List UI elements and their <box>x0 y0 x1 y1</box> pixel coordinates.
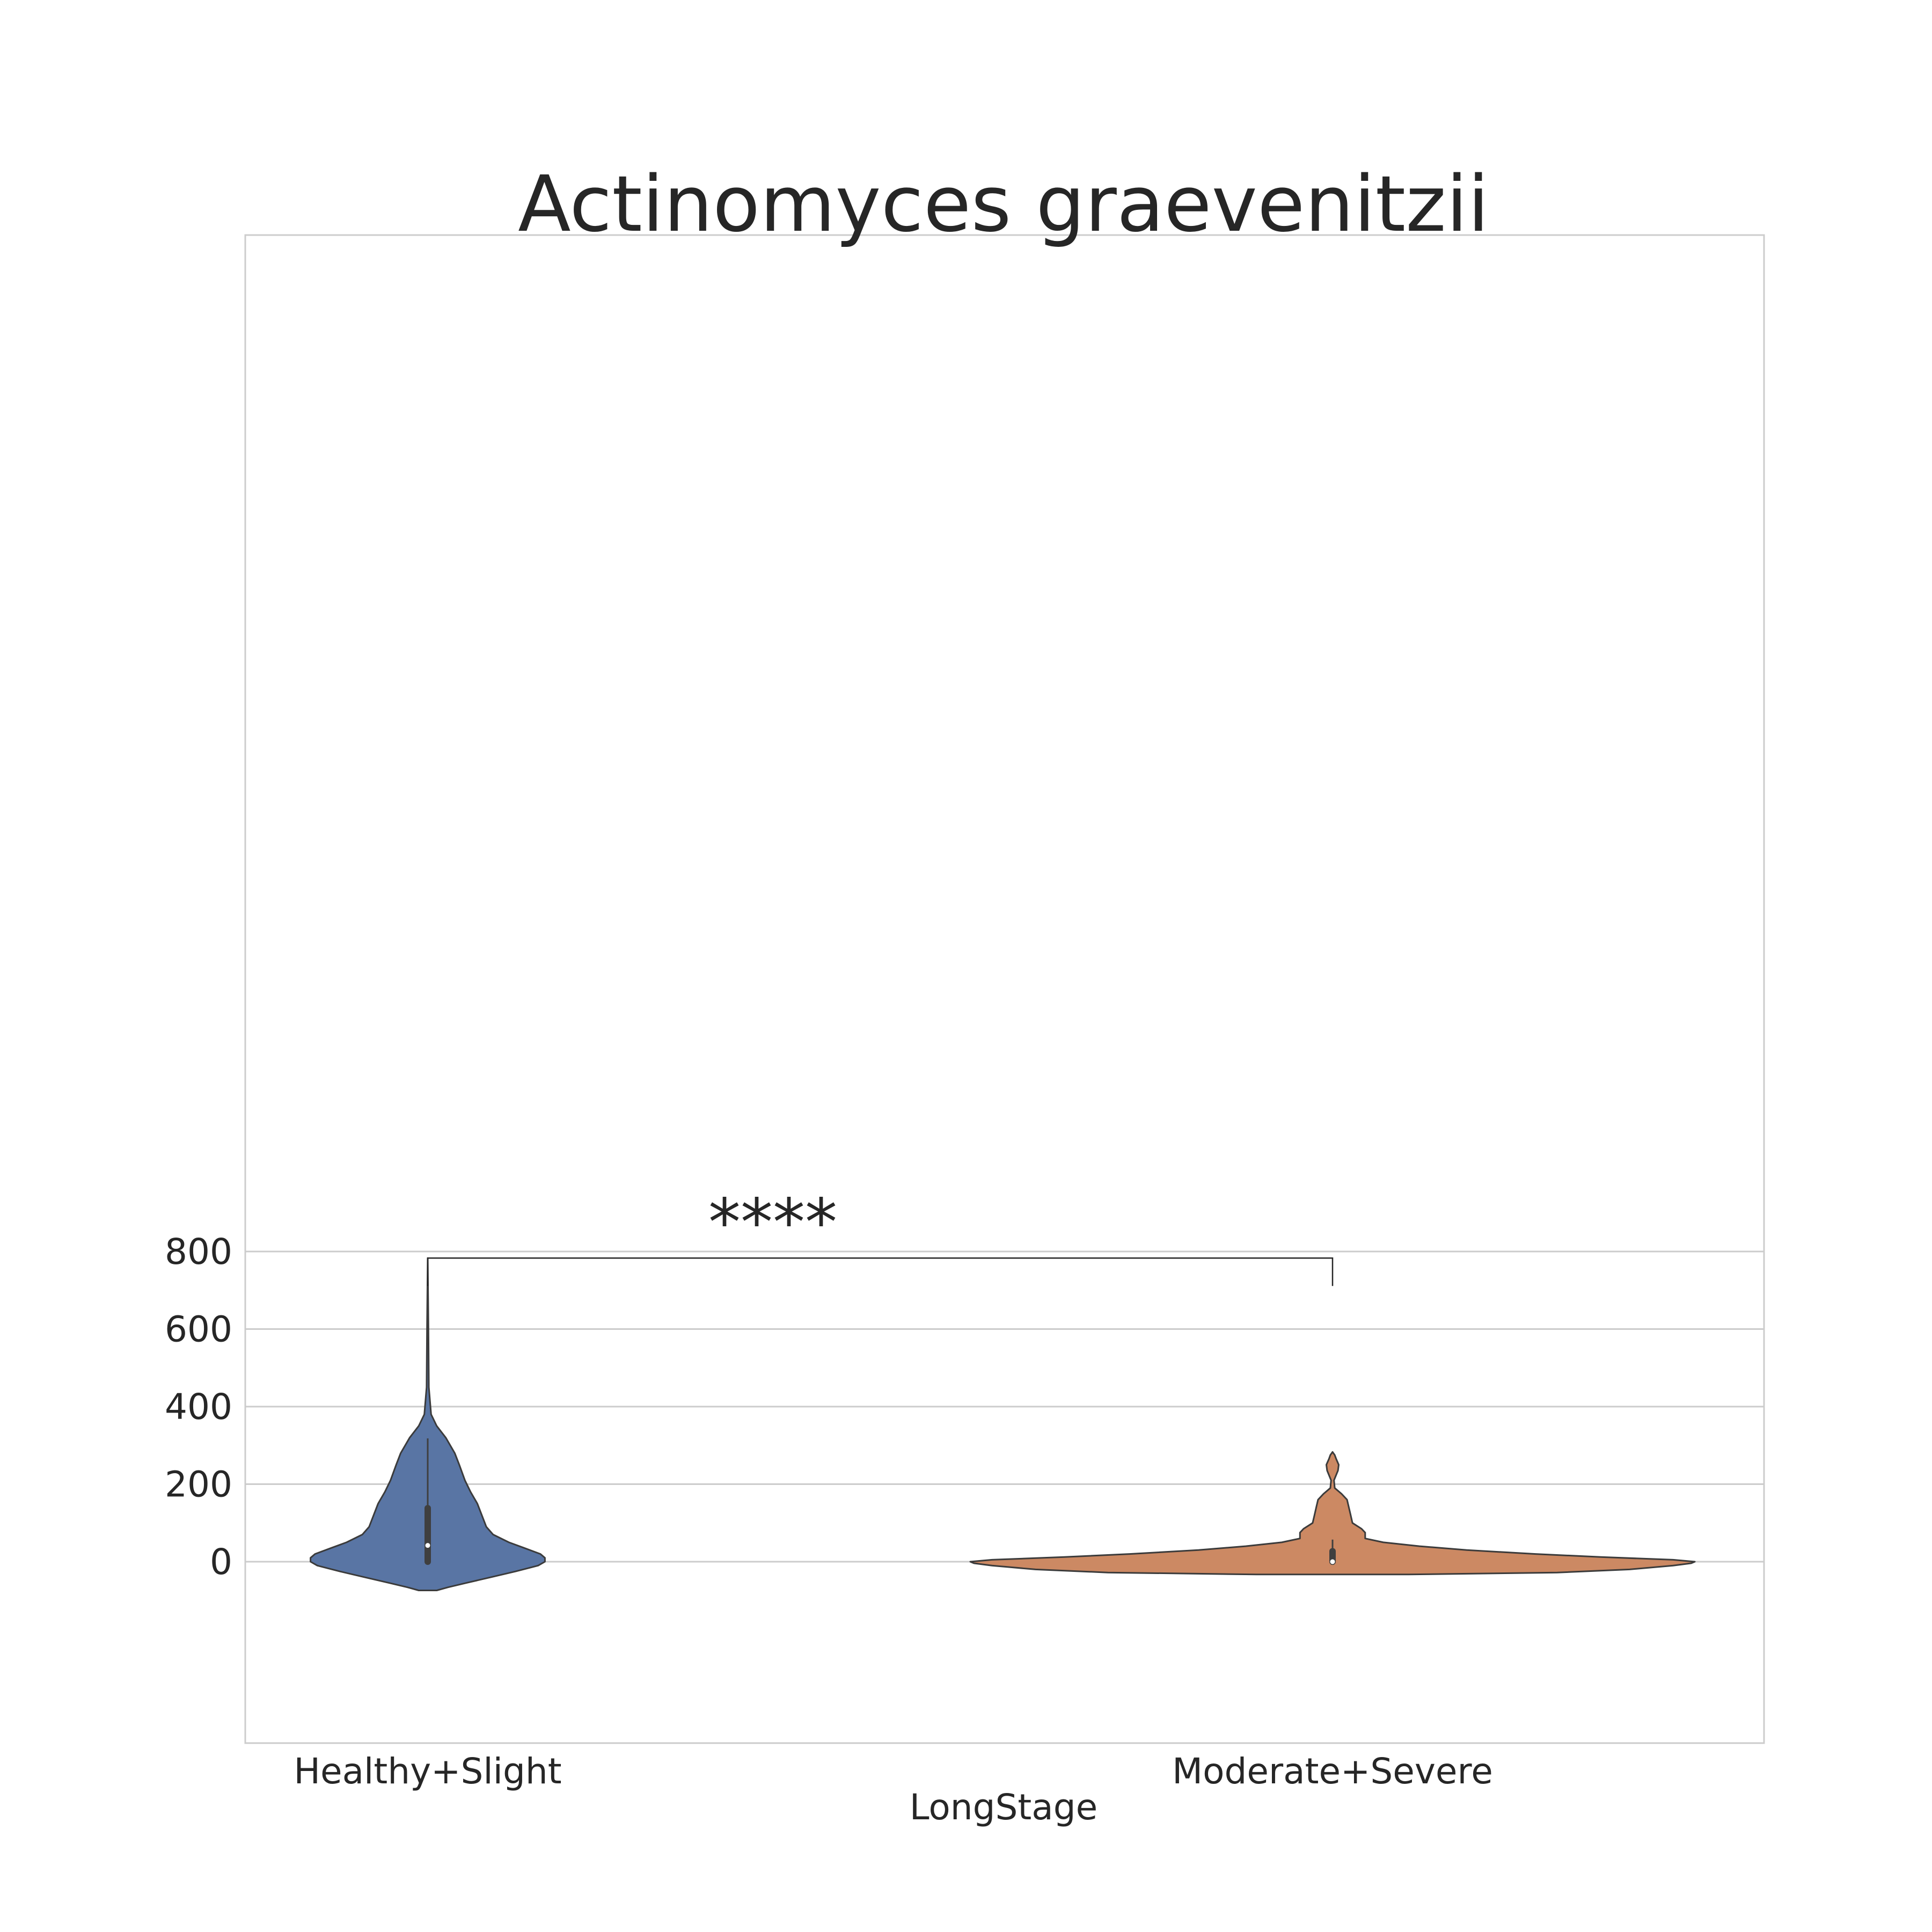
x-tick-label-1: Moderate+Severe <box>1172 1751 1493 1792</box>
significance-bracket <box>427 1257 1334 1286</box>
y-tick-label-400: 400 <box>165 1386 232 1428</box>
violin-layer <box>310 1257 1696 1591</box>
median-marker-0 <box>425 1543 430 1548</box>
y-tick-label-0: 0 <box>210 1541 232 1583</box>
x-tick-labels: Healthy+Slight Moderate+Severe <box>294 1751 1492 1792</box>
median-marker-1 <box>1330 1559 1335 1564</box>
x-axis-label: LongStage <box>910 1787 1097 1828</box>
y-tick-label-600: 600 <box>165 1309 232 1350</box>
significance-annotation: **** <box>427 1185 1334 1286</box>
violin-0 <box>310 1257 546 1591</box>
significance-stars: **** <box>708 1185 837 1260</box>
chart-title: Actinomyces graevenitzii <box>518 159 1489 249</box>
y-tick-label-800: 800 <box>165 1231 232 1272</box>
x-tick-label-0: Healthy+Slight <box>294 1751 561 1792</box>
plot-frame <box>244 234 1765 1744</box>
violin-1 <box>969 1451 1696 1576</box>
y-tick-labels: 0 200 400 600 800 <box>165 1231 232 1583</box>
y-tick-label-200: 200 <box>165 1464 232 1505</box>
